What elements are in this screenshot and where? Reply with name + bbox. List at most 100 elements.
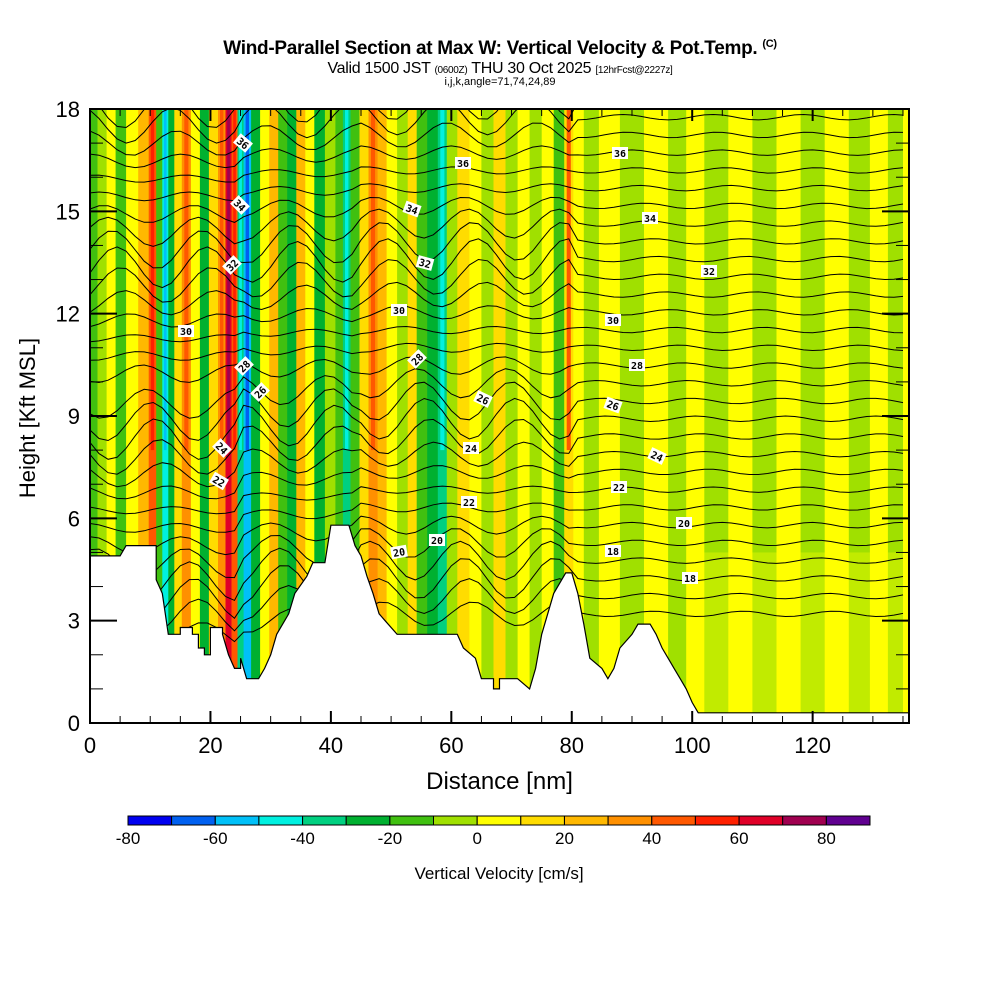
chart-title: Wind-Parallel Section at Max W: Vertical…	[0, 38, 1000, 60]
contour-label: 30	[605, 314, 621, 327]
field-column	[350, 109, 361, 723]
x-tick-label: 80	[560, 733, 584, 758]
colorbar-segment	[433, 815, 478, 826]
field-column	[359, 109, 370, 723]
x-tick-label: 60	[439, 733, 463, 758]
contour-line	[90, 418, 904, 475]
contour-label-bg	[230, 195, 250, 215]
colorbar-segment	[782, 815, 827, 826]
contour-label-text: 22	[463, 498, 475, 509]
contour-label-bg	[429, 534, 445, 546]
contour-line	[90, 502, 904, 533]
colorbar-label: Vertical Velocity [cm/s]	[414, 864, 584, 883]
contour-label-text: 28	[631, 361, 643, 372]
contour-line	[90, 601, 904, 647]
field-core	[239, 109, 242, 451]
field-column	[752, 109, 778, 723]
valid-date: THU 30 Oct 2025	[471, 60, 592, 77]
colorbar: -80 -60 -40 -20 0 20 40 60 80	[116, 815, 871, 848]
contour-label: 18	[605, 545, 621, 558]
contour-label-bg	[629, 359, 645, 371]
field-column	[305, 109, 315, 723]
contour-label-text: 32	[703, 267, 715, 278]
contour-line	[90, 305, 904, 328]
colorbar-segment	[694, 815, 740, 826]
x-tick-label: 120	[794, 733, 831, 758]
colorbar-segment	[520, 815, 565, 826]
field-column	[553, 109, 565, 723]
contour-label-bg	[455, 157, 471, 169]
colorbar-tick-label: 40	[642, 829, 661, 848]
contour-label: 22	[461, 496, 477, 509]
field-column	[208, 109, 219, 723]
contour-label-bg	[407, 349, 427, 369]
y-axis-label: Height [Kft MSL]	[15, 337, 40, 499]
contour-line	[100, 109, 575, 129]
contour-label: 24	[463, 442, 479, 455]
field-column	[407, 109, 418, 723]
contour-label-bg	[212, 438, 232, 458]
colorbar-segment	[302, 815, 347, 826]
field-column	[573, 109, 585, 723]
contour-line	[90, 166, 904, 183]
field-column	[824, 109, 850, 723]
x-tick-label: 0	[84, 733, 96, 758]
contour-line	[90, 342, 904, 361]
field-column	[848, 109, 871, 723]
field-column	[517, 109, 531, 723]
field-column	[335, 109, 344, 723]
contour-label-text: 30	[607, 316, 619, 327]
contour-label-bg	[178, 325, 194, 337]
contour-label: 22	[209, 471, 229, 491]
contour-label: 20	[429, 534, 445, 547]
contour-label-bg	[222, 255, 242, 275]
field-column	[156, 109, 163, 723]
colorbar-segment	[127, 815, 173, 826]
contour-line	[90, 258, 904, 303]
contour-label-bg	[682, 572, 698, 584]
field-column	[397, 109, 409, 723]
contour-label: 28	[629, 359, 645, 372]
forecast-info: [12hrFcst@2227z]	[595, 65, 673, 76]
contour-label-bg	[250, 382, 270, 402]
contour-label-bg	[234, 356, 254, 376]
contour-line	[90, 465, 904, 500]
field-column	[174, 109, 183, 723]
field-column	[583, 109, 600, 723]
field-column	[269, 109, 279, 723]
valid-time: Valid 1500 JST	[327, 60, 431, 77]
y-tick-label: 0	[68, 711, 80, 736]
field-core	[150, 109, 155, 451]
field-column	[260, 109, 270, 723]
field-column	[199, 109, 210, 723]
colorbar-tick-label: 60	[730, 829, 749, 848]
contour-label: 24	[647, 447, 667, 465]
y-tick-label: 3	[68, 609, 80, 634]
contour-label: 26	[473, 390, 493, 408]
colorbar-segment	[651, 815, 696, 826]
field-column	[446, 109, 458, 723]
contour-label-text: 24	[649, 450, 665, 465]
contour-label-bg	[642, 212, 658, 224]
field-core	[163, 109, 167, 451]
field-column	[619, 109, 645, 723]
contour-label: 32	[415, 255, 435, 272]
field-core	[233, 109, 236, 451]
contour-label-bg	[461, 496, 477, 508]
y-tick-label: 18	[56, 97, 80, 122]
field-column	[138, 109, 150, 723]
contour-line	[90, 325, 904, 343]
field-column	[115, 109, 127, 723]
contour-label: 22	[611, 481, 627, 494]
contour-label-text: 26	[475, 393, 491, 408]
contour-label-text: 20	[392, 547, 406, 560]
field-core	[245, 109, 249, 451]
contour-label-bg	[647, 447, 667, 465]
y-tick-label: 15	[56, 199, 80, 224]
field-core	[371, 109, 376, 451]
colorbar-segment	[476, 815, 522, 826]
field-column	[493, 109, 507, 723]
contour-label-bg	[603, 396, 623, 414]
field-column	[668, 109, 687, 723]
contour-label-text: 32	[417, 258, 431, 272]
